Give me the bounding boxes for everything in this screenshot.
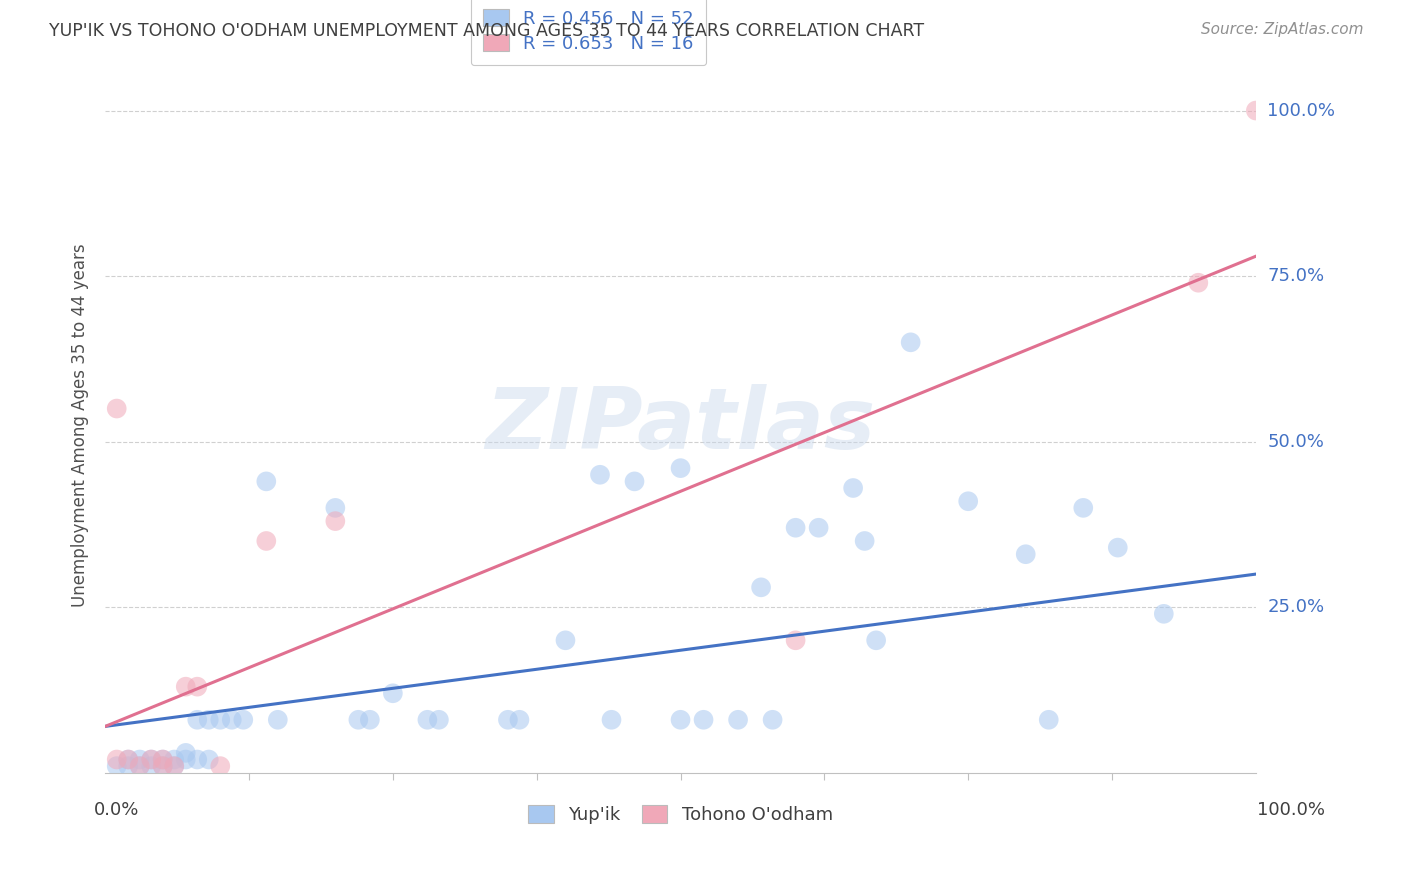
Text: 0.0%: 0.0% [94, 800, 139, 819]
Point [600, 713, 623, 727]
Point [749, 580, 772, 594]
Point [508, 713, 530, 727]
Point [209, 713, 232, 727]
Point [785, 521, 807, 535]
Text: YUP'IK VS TOHONO O'ODHAM UNEMPLOYMENT AMONG AGES 35 TO 44 YEARS CORRELATION CHAR: YUP'IK VS TOHONO O'ODHAM UNEMPLOYMENT AM… [49, 22, 924, 40]
Point [325, 514, 347, 528]
Point [785, 633, 807, 648]
Point [1038, 713, 1060, 727]
Point [105, 759, 128, 773]
Point [221, 713, 243, 727]
Point [669, 713, 692, 727]
Point [141, 752, 163, 766]
Point [692, 713, 714, 727]
Point [842, 481, 865, 495]
Point [1187, 276, 1209, 290]
Point [152, 752, 174, 766]
Point [141, 752, 163, 766]
Point [325, 500, 347, 515]
Point [669, 461, 692, 475]
Point [117, 759, 139, 773]
Point [209, 759, 232, 773]
Text: 50.0%: 50.0% [1267, 433, 1324, 450]
Point [152, 752, 174, 766]
Point [152, 759, 174, 773]
Point [128, 752, 150, 766]
Point [128, 759, 150, 773]
Point [1015, 547, 1038, 561]
Point [807, 521, 830, 535]
Text: 75.0%: 75.0% [1267, 267, 1324, 285]
Point [900, 335, 922, 350]
Point [254, 475, 277, 489]
Point [589, 467, 612, 482]
Text: 100.0%: 100.0% [1267, 102, 1336, 120]
Point [174, 746, 197, 760]
Point [865, 633, 887, 648]
Point [496, 713, 519, 727]
Point [359, 713, 381, 727]
Point [163, 752, 186, 766]
Y-axis label: Unemployment Among Ages 35 to 44 years: Unemployment Among Ages 35 to 44 years [72, 244, 89, 607]
Point [197, 752, 219, 766]
Point [427, 713, 450, 727]
Point [381, 686, 404, 700]
Point [105, 401, 128, 416]
Point [554, 633, 576, 648]
Point [117, 752, 139, 766]
Text: Source: ZipAtlas.com: Source: ZipAtlas.com [1201, 22, 1364, 37]
Text: 25.0%: 25.0% [1267, 599, 1324, 616]
Point [197, 713, 219, 727]
Point [416, 713, 439, 727]
Text: ZIPatlas: ZIPatlas [485, 384, 876, 467]
Point [141, 759, 163, 773]
Point [174, 680, 197, 694]
Point [267, 713, 290, 727]
Point [186, 713, 208, 727]
Point [163, 759, 186, 773]
Point [1244, 103, 1267, 118]
Point [117, 752, 139, 766]
Point [152, 759, 174, 773]
Point [128, 759, 150, 773]
Point [186, 752, 208, 766]
Point [761, 713, 783, 727]
Point [727, 713, 749, 727]
Point [254, 533, 277, 548]
Point [957, 494, 980, 508]
Point [105, 752, 128, 766]
Point [853, 533, 876, 548]
Point [623, 475, 645, 489]
Point [1071, 500, 1094, 515]
Point [347, 713, 370, 727]
Point [232, 713, 254, 727]
Text: 100.0%: 100.0% [1257, 800, 1324, 819]
Point [1107, 541, 1129, 555]
Point [186, 680, 208, 694]
Point [163, 759, 186, 773]
Point [174, 752, 197, 766]
Point [1153, 607, 1175, 621]
Legend: Yup'ik, Tohono O'odham: Yup'ik, Tohono O'odham [519, 797, 842, 833]
